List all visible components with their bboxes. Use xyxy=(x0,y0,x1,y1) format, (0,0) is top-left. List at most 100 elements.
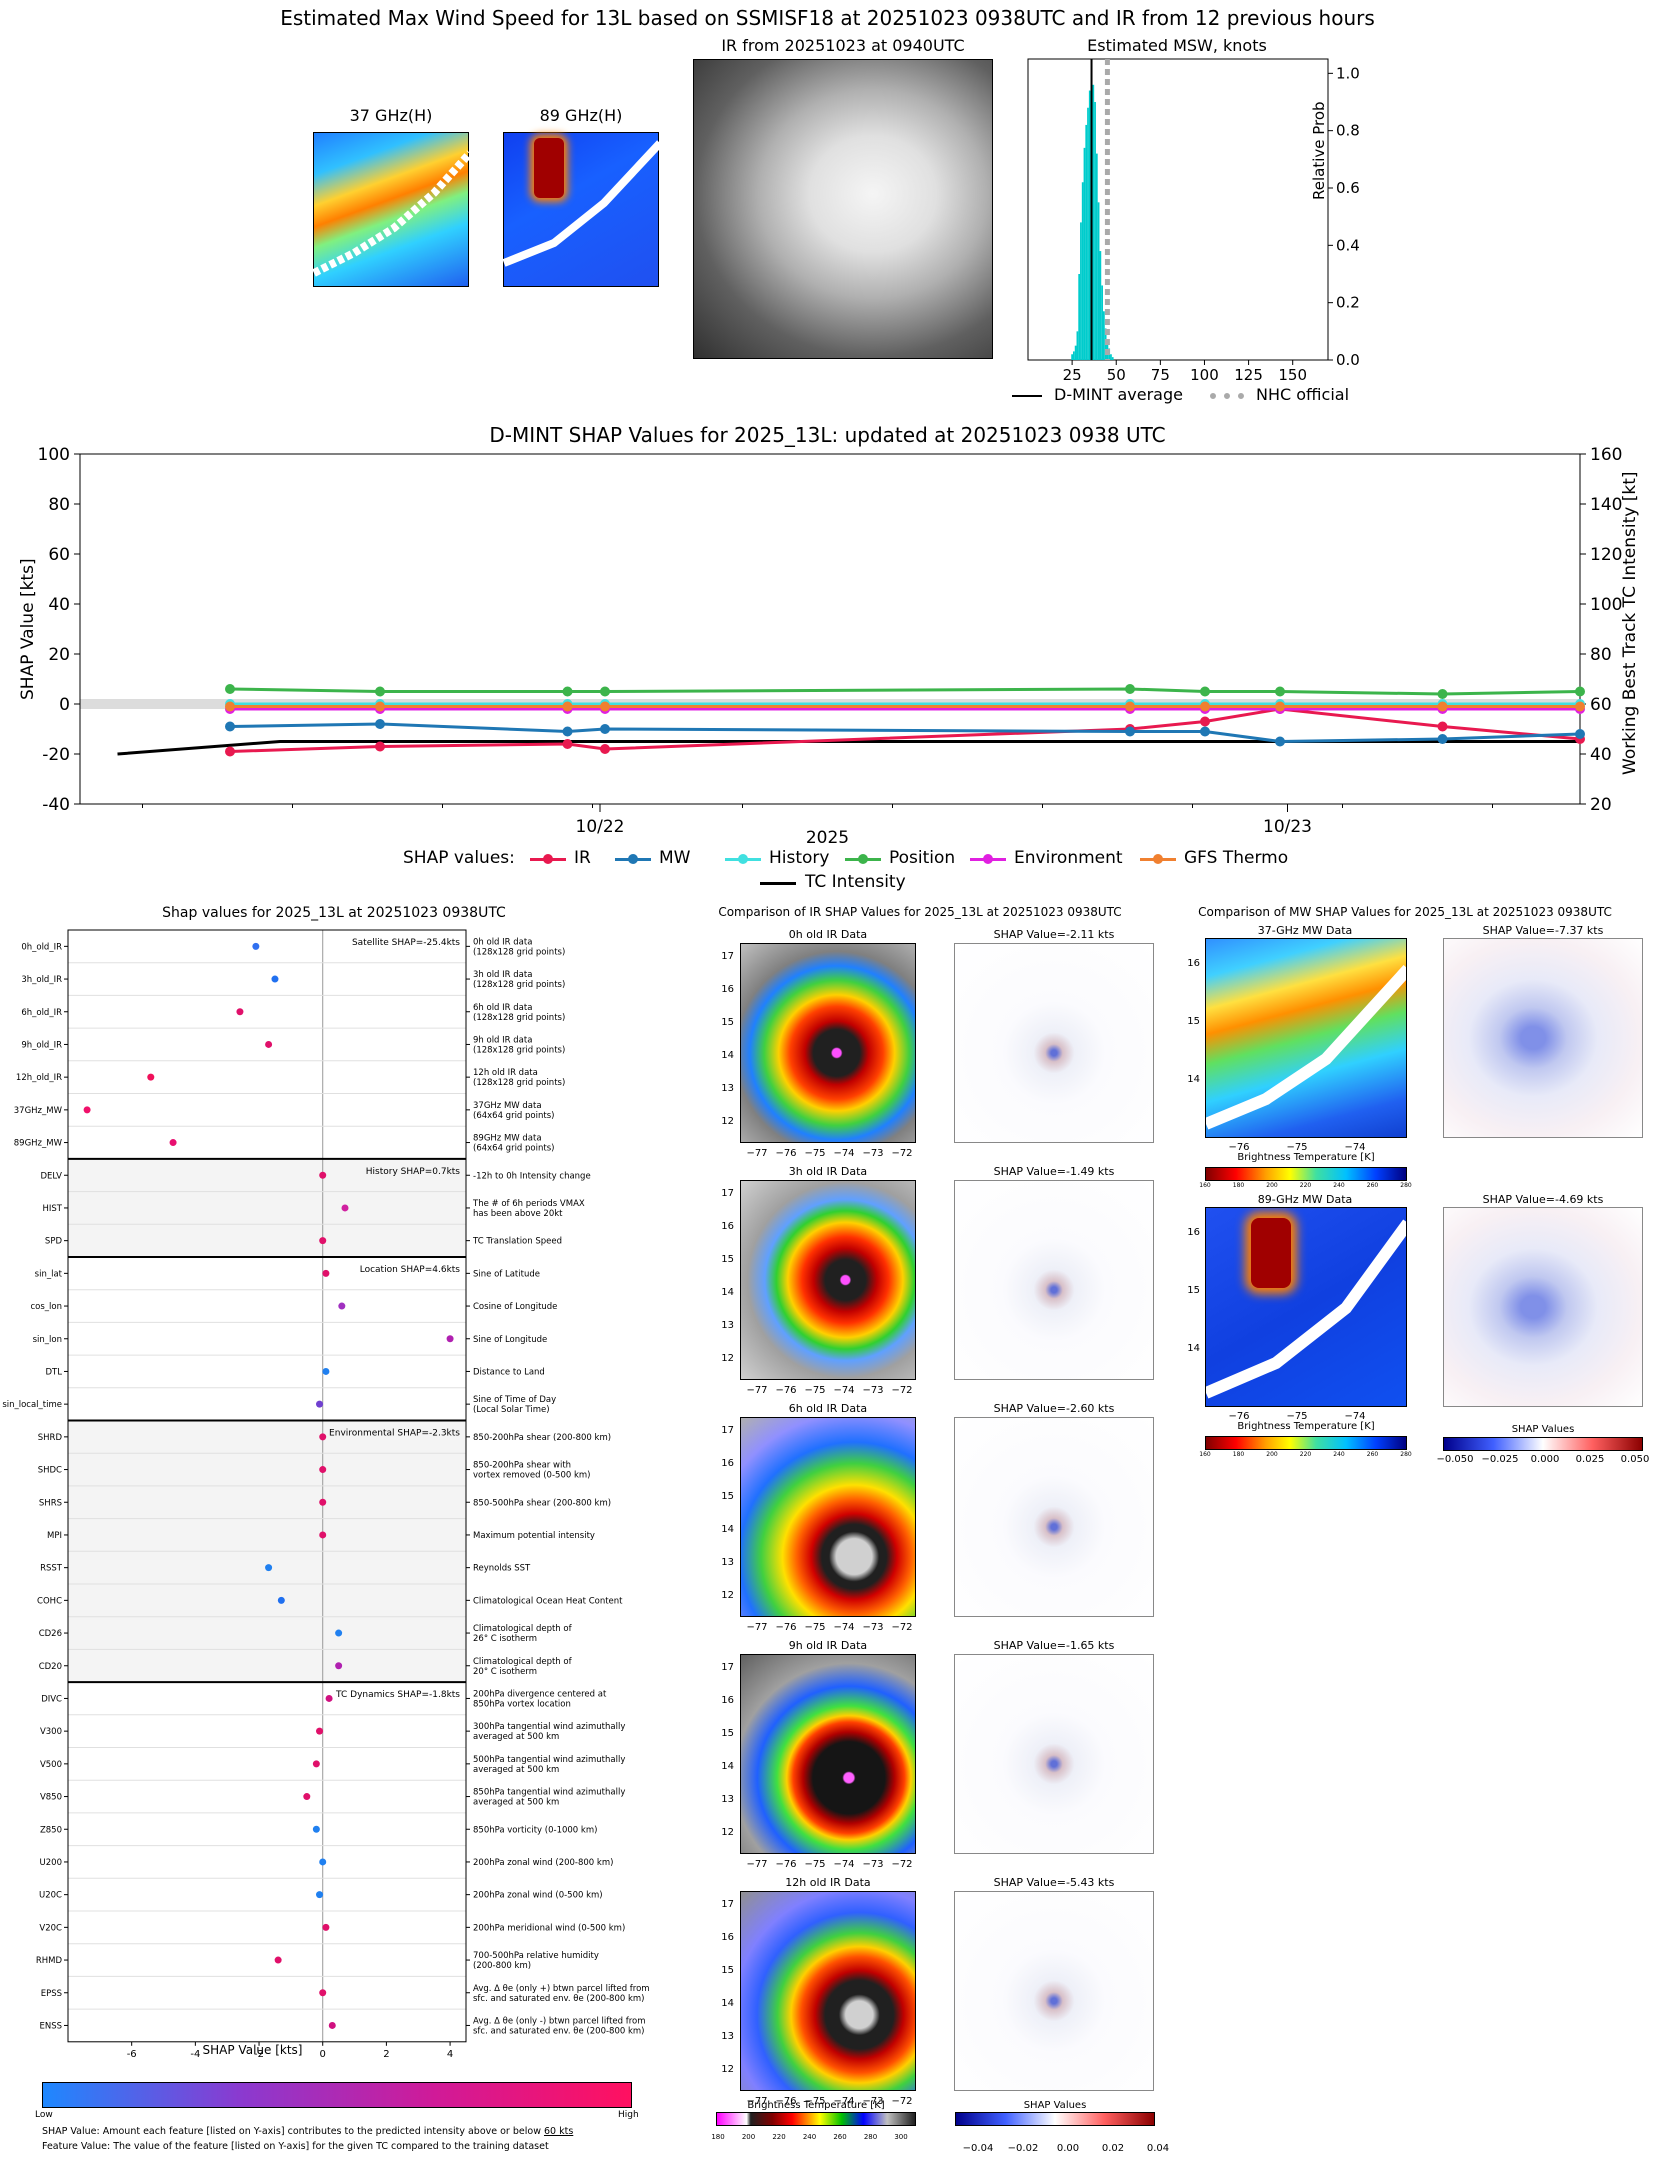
series-point xyxy=(225,721,235,732)
ir-ytick-label: 17 xyxy=(721,1188,734,1199)
feature-frame xyxy=(67,929,467,2043)
feature-desc: -12h to 0h Intensity change xyxy=(473,1171,591,1181)
ir-ytick-label: 12 xyxy=(721,1590,734,1601)
mw-shap-image xyxy=(1443,938,1643,1138)
line-y2tick-label: 60 xyxy=(1590,695,1612,715)
colorbar-low: Low xyxy=(35,2110,53,2120)
mw-cbar-label: Brightness Temperature [K] xyxy=(1237,1421,1375,1432)
feature-xtick-label: 4 xyxy=(447,2049,453,2060)
feature-desc: 850-200hPa shear with xyxy=(473,1461,571,1471)
feature-desc: 500hPa tangential wind azimuthally xyxy=(473,1755,625,1765)
feature-desc: sfc. and saturated env. θe (200-800 km) xyxy=(473,1994,645,2004)
series-point xyxy=(1200,686,1210,697)
ir-xtick-label: −76 xyxy=(775,1148,797,1159)
hist-bar xyxy=(1076,331,1079,360)
hist-bar xyxy=(1085,124,1088,360)
mw-cbar-tick: 200 xyxy=(1266,1182,1278,1189)
ir-xtick-label: −77 xyxy=(746,1622,768,1633)
mw-cbar-tick: 260 xyxy=(1366,1451,1379,1458)
ir-ytick-label: 14 xyxy=(721,1761,734,1772)
mw89-convection xyxy=(1251,1218,1291,1288)
ir-row-shap: SHAP Value=-1.65 kts xyxy=(993,1639,1115,1652)
ir-row-shap: SHAP Value=-2.60 kts xyxy=(993,1402,1115,1415)
feature-desc: averaged at 500 km xyxy=(473,1798,559,1808)
ir-shap-cbar-tick: 0.04 xyxy=(1146,2143,1170,2154)
feature-point xyxy=(316,1727,324,1735)
footnote-1-link[interactable]: 60 kts xyxy=(543,2126,574,2137)
ir-title: IR from 20251023 at 0940UTC xyxy=(721,36,965,55)
feature-desc: 6h old IR data xyxy=(473,1003,532,1013)
ir-ytick-label: 17 xyxy=(721,1662,734,1673)
feature-desc: (128x128 grid points) xyxy=(473,980,565,990)
ir-xtick-label: −77 xyxy=(746,1385,768,1396)
feature-point xyxy=(147,1073,155,1081)
mw-shap-image xyxy=(1443,1207,1643,1407)
line-ylabel: SHAP Value [kts] xyxy=(18,558,38,700)
line-ytick-label: 80 xyxy=(48,495,70,515)
line-ytick-label: -40 xyxy=(42,795,70,815)
ir-row-title: 6h old IR Data xyxy=(788,1402,868,1415)
legend-dmint-label: D-MINT average xyxy=(1054,385,1183,404)
ir-xtick-label: −74 xyxy=(833,1859,855,1870)
feature-name: HIST xyxy=(43,1204,63,1214)
colorbar-high: High xyxy=(618,2110,639,2120)
series-point xyxy=(1200,701,1210,712)
feature-name: CD26 xyxy=(39,1629,62,1639)
feature-desc: has been above 20kt xyxy=(473,1209,563,1219)
line-y2tick-label: 80 xyxy=(1590,645,1612,665)
series-point xyxy=(1437,689,1448,699)
feature-name: ENSS xyxy=(39,2021,62,2031)
feature-point xyxy=(312,1825,320,1833)
feature-desc: 3h old IR data xyxy=(473,970,532,980)
feature-desc: Climatological Ocean Heat Content xyxy=(473,1596,623,1606)
mw-cbar-tick: 260 xyxy=(1366,1182,1379,1189)
feature-point xyxy=(319,1171,327,1179)
feature-name: RHMD xyxy=(36,1956,63,1966)
series-point xyxy=(1437,721,1448,732)
ir-data-image xyxy=(740,1417,916,1617)
feature-desc: 200hPa zonal wind (0-500 km) xyxy=(473,1891,603,1901)
feature-desc: 850hPa tangential wind azimuthally xyxy=(473,1788,625,1798)
feature-desc: Climatological depth of xyxy=(473,1624,573,1634)
series-point xyxy=(562,739,573,749)
hist-ytick-label: 0.2 xyxy=(1336,294,1360,312)
feature-desc: 0h old IR data xyxy=(473,937,532,947)
hist-xtick-label: 75 xyxy=(1151,366,1170,384)
line-xtick-label: 10/22 xyxy=(576,817,625,837)
mw-cbar-label: Brightness Temperature [K] xyxy=(1237,1152,1375,1163)
ir-cbar-tick: 300 xyxy=(894,2133,908,2141)
legend-label: GFS Thermo xyxy=(1184,848,1289,868)
hist-bar xyxy=(1099,251,1102,360)
feature-desc: Climatological depth of xyxy=(473,1657,573,1667)
mw-cbar-tick: 280 xyxy=(1400,1451,1412,1458)
hist-bar xyxy=(1078,274,1081,360)
legend-swatch-mw xyxy=(615,854,651,864)
mw-shap-cbar-tick: 0.050 xyxy=(1620,1454,1650,1465)
series-point xyxy=(225,684,235,694)
ir-ytick-label: 15 xyxy=(721,1254,734,1265)
ir-ytick-label: 14 xyxy=(721,1050,734,1061)
feature-point xyxy=(236,1008,244,1016)
ir-ytick-label: 12 xyxy=(721,2064,734,2075)
hist-bar xyxy=(1080,222,1082,360)
feature-name: V300 xyxy=(40,1727,62,1737)
series-point xyxy=(1200,716,1210,727)
feature-name: 3h_old_IR xyxy=(21,975,62,985)
series-point xyxy=(1575,701,1585,712)
feature-desc: Avg. Δ θe (only +) btwn parcel lifted fr… xyxy=(473,1984,650,1994)
footnote-2: Feature Value: The value of the feature … xyxy=(42,2141,549,2152)
series-point xyxy=(562,701,573,712)
ir-image xyxy=(693,59,993,359)
ir-ytick-label: 15 xyxy=(721,1017,734,1028)
feature-point xyxy=(325,1694,333,1702)
feature-desc: The # of 6h periods VMAX xyxy=(472,1199,585,1209)
feature-point xyxy=(312,1760,320,1768)
hist-xtick-label: 125 xyxy=(1234,366,1263,384)
group-label: Location SHAP=4.6kts xyxy=(360,1265,461,1275)
feature-name: SHDC xyxy=(38,1466,62,1476)
ir-xtick-label: −72 xyxy=(891,1148,913,1159)
ir-xtick-label: −73 xyxy=(862,1148,884,1159)
footnote-1-text: SHAP Value: Amount each feature [listed … xyxy=(42,2126,544,2137)
group-label: TC Dynamics SHAP=-1.8kts xyxy=(335,1690,460,1700)
feature-desc: 200hPa divergence centered at xyxy=(473,1689,607,1699)
